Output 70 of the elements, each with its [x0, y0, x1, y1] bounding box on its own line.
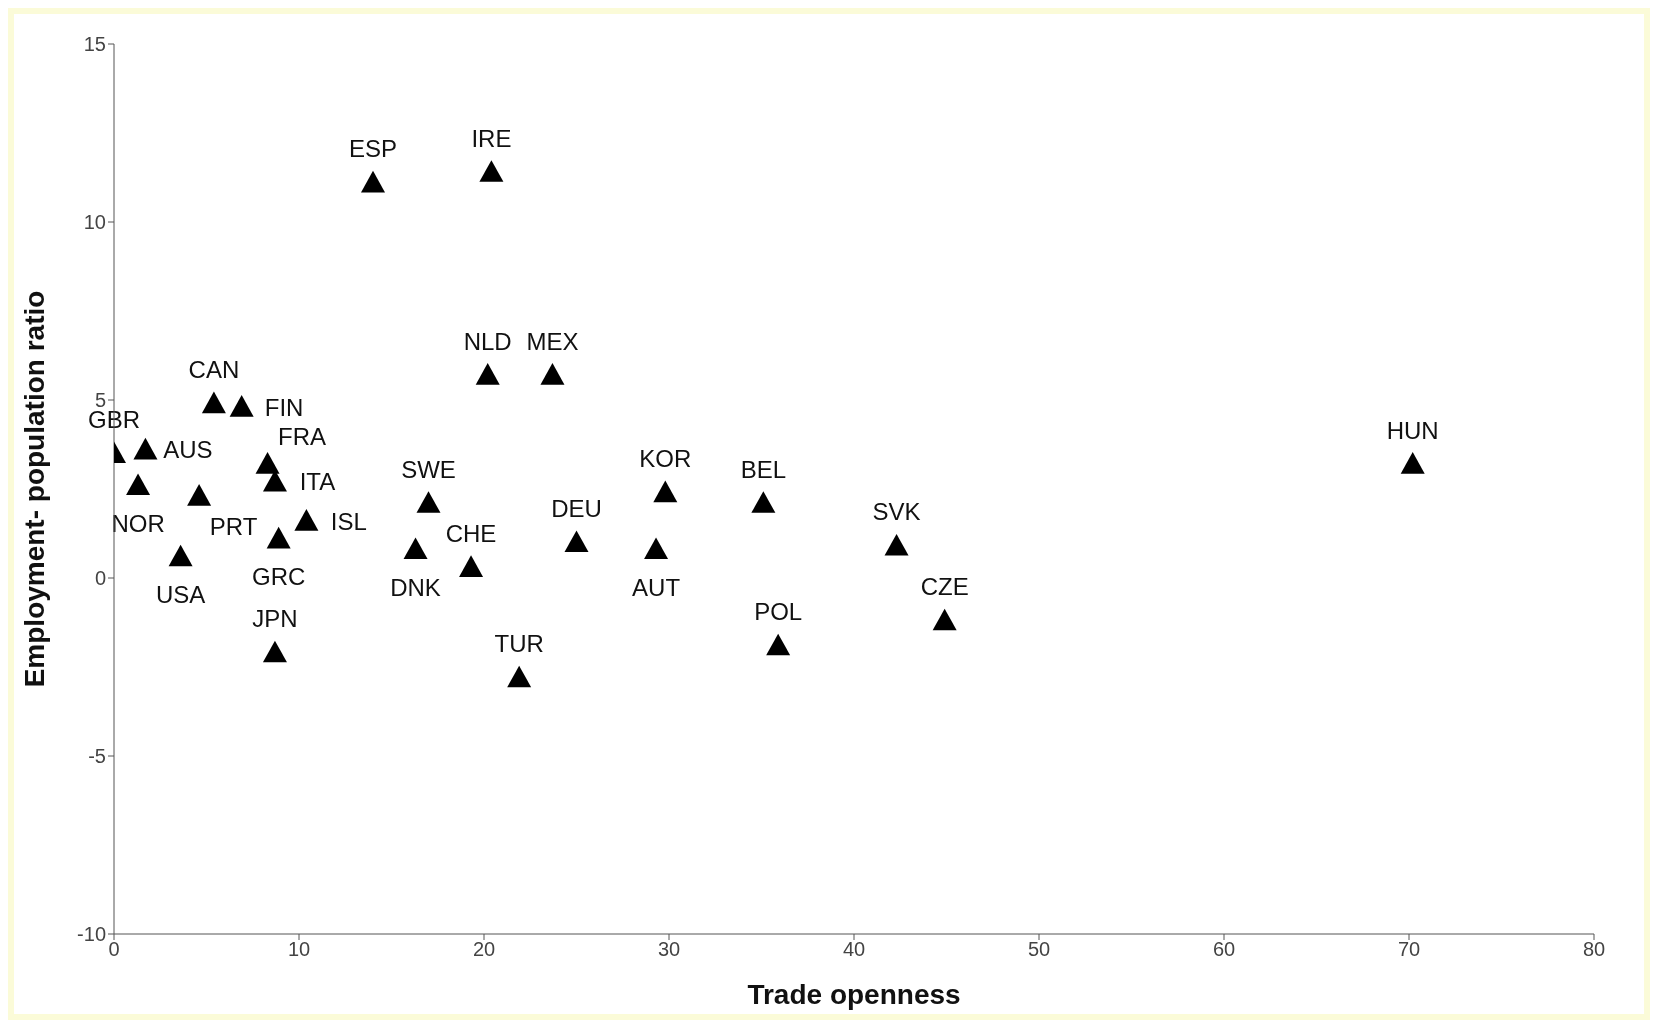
y-tick-label: -10	[77, 923, 106, 946]
annotation: USA	[155, 581, 206, 609]
y-tick-label: 5	[94, 389, 106, 412]
x-tick-label: 40	[842, 938, 866, 961]
point	[540, 363, 565, 385]
point	[884, 533, 909, 556]
annotation: CAN	[188, 356, 240, 384]
annotation: ESP	[348, 135, 398, 163]
annotation: DNK	[390, 574, 441, 602]
point	[564, 530, 589, 552]
point	[653, 480, 678, 503]
annotation: SWE	[401, 455, 456, 483]
annotation: MEX	[526, 327, 579, 355]
x-tick-label: 0	[108, 938, 120, 961]
point	[266, 526, 291, 549]
annotation: AUS	[163, 436, 213, 464]
point	[932, 608, 957, 631]
x-axis-title: Trade openness	[747, 979, 961, 1010]
x-tick-label: 70	[1397, 938, 1421, 961]
annotation: ITA	[299, 468, 336, 496]
point	[644, 537, 669, 560]
annotation: CZE	[920, 573, 969, 601]
y-axis-title: Employment- population ratio	[18, 290, 50, 688]
annotation: ISL	[330, 507, 367, 535]
point	[133, 437, 158, 460]
annotation: SVK	[872, 498, 921, 526]
annotation: TUR	[494, 630, 544, 658]
point	[751, 491, 776, 513]
y-tick-label: -5	[88, 745, 106, 768]
annotation: DEU	[551, 494, 602, 522]
annotation: JPN	[252, 605, 298, 633]
annotation: KOR	[639, 445, 692, 473]
x-tick-label: 10	[287, 938, 311, 961]
x-tick-label: 80	[1582, 938, 1606, 961]
annotation: AUT	[632, 574, 681, 602]
point	[126, 473, 151, 496]
annotation: IRE	[471, 124, 512, 152]
point	[416, 491, 441, 513]
point	[168, 544, 193, 567]
point	[229, 395, 254, 417]
point	[766, 633, 791, 656]
point	[459, 555, 484, 577]
point	[294, 509, 319, 531]
x-tick-label: 60	[1212, 938, 1236, 961]
annotation: PRT	[209, 512, 258, 540]
annotation: HUN	[1386, 416, 1439, 444]
annotation: GRC	[251, 563, 306, 591]
y-tick-label: 15	[83, 33, 106, 56]
annotation: NOR	[111, 509, 165, 537]
annotation: NLD	[463, 327, 512, 355]
point	[262, 640, 287, 663]
point	[507, 665, 532, 688]
annotation: BEL	[740, 455, 787, 483]
point	[475, 363, 500, 385]
annotation: POL	[754, 598, 803, 626]
point	[403, 537, 428, 560]
point	[361, 170, 385, 193]
point	[479, 160, 504, 182]
point	[1400, 452, 1425, 474]
x-tick-label: 20	[472, 938, 496, 961]
point	[187, 484, 212, 506]
x-tick-label: 30	[657, 938, 681, 961]
point	[255, 452, 280, 474]
x-tick-label: 50	[1027, 938, 1051, 961]
y-tick-label: 10	[83, 211, 106, 234]
point	[201, 391, 226, 414]
y-tick-label: 0	[94, 567, 106, 590]
annotation: CHE	[445, 519, 497, 547]
annotation: FIN	[264, 393, 304, 421]
annotation: FRA	[278, 422, 327, 450]
